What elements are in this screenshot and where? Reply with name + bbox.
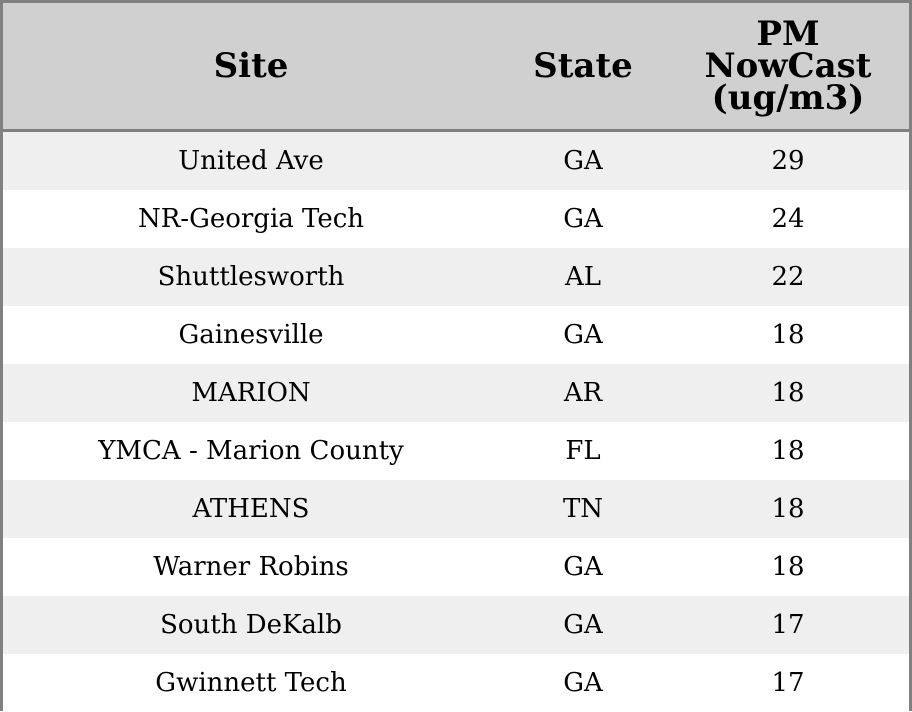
table-row: Warner Robins GA 18 [3, 538, 909, 596]
cell-site: MARION [191, 378, 311, 408]
cell-pm-value: 29 [771, 146, 805, 176]
table-header-row: Site State PM NowCast (ug/m3) [3, 3, 909, 132]
cell-state: TN [562, 494, 604, 524]
cell-pm-value: 17 [771, 610, 805, 640]
cell-state: GA [563, 552, 603, 582]
table-row: NR-Georgia Tech GA 24 [3, 190, 909, 248]
header-pm-nowcast: PM NowCast (ug/m3) [667, 3, 909, 129]
cell-pm-value: 24 [771, 204, 805, 234]
table-row: ATHENS TN 18 [3, 480, 909, 538]
cell-site: Gainesville [178, 320, 324, 350]
cell-state: GA [563, 668, 603, 698]
table-row: MARION AR 18 [3, 364, 909, 422]
table-row: South DeKalb GA 17 [3, 596, 909, 654]
table-row: United Ave GA 29 [3, 132, 909, 190]
cell-site: Gwinnett Tech [155, 668, 347, 698]
header-pm-line-2: NowCast [704, 46, 872, 86]
cell-pm-value: 17 [771, 668, 805, 698]
cell-pm-value: 18 [771, 378, 805, 408]
cell-site: Shuttlesworth [157, 262, 345, 292]
table-row: Shuttlesworth AL 22 [3, 248, 909, 306]
header-state: State [533, 46, 633, 86]
cell-state: GA [563, 320, 603, 350]
cell-site: YMCA - Marion County [98, 436, 404, 466]
table-row: Gwinnett Tech GA 17 [3, 654, 909, 712]
header-site: Site [213, 46, 289, 86]
cell-state: FL [565, 436, 601, 466]
cell-site: United Ave [178, 146, 324, 176]
cell-site: South DeKalb [160, 610, 342, 640]
cell-state: AR [563, 378, 603, 408]
cell-state: GA [563, 610, 603, 640]
table-row: YMCA - Marion County FL 18 [3, 422, 909, 480]
cell-site: NR-Georgia Tech [137, 204, 365, 234]
cell-pm-value: 22 [771, 262, 805, 292]
cell-pm-value: 18 [771, 436, 805, 466]
cell-pm-value: 18 [771, 552, 805, 582]
cell-site: Warner Robins [153, 552, 349, 582]
table-row: Gainesville GA 18 [3, 306, 909, 364]
cell-state: AL [564, 262, 602, 292]
cell-pm-value: 18 [771, 320, 805, 350]
table-body: United Ave GA 29 NR-Georgia Tech GA 24 S… [3, 132, 909, 712]
cell-pm-value: 18 [771, 494, 805, 524]
cell-state: GA [563, 146, 603, 176]
header-pm-line-3: (ug/m3) [711, 78, 865, 118]
cell-site: ATHENS [192, 494, 310, 524]
header-pm-line-1: PM [756, 14, 820, 54]
cell-state: GA [563, 204, 603, 234]
